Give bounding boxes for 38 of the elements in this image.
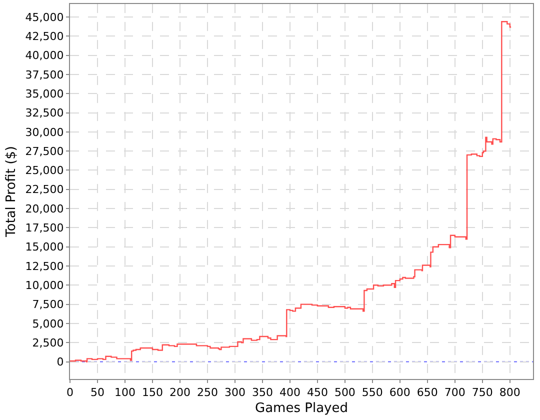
y-tick-label: 25,000 xyxy=(25,164,64,178)
x-tick-label: 200 xyxy=(169,386,190,400)
y-tick-label: 42,500 xyxy=(25,30,64,44)
x-tick-label: 600 xyxy=(389,386,410,400)
x-tick-label: 250 xyxy=(196,386,218,400)
y-tick-label: 7,500 xyxy=(32,298,64,312)
x-tick-label: 550 xyxy=(362,386,383,400)
x-tick-label: 450 xyxy=(306,386,328,400)
x-tick-label: 300 xyxy=(224,386,246,400)
y-tick-label: 27,500 xyxy=(25,144,64,158)
y-tick-label: 20,000 xyxy=(25,202,64,216)
y-tick-label: 30,000 xyxy=(25,126,64,139)
x-axis-title: Games Played xyxy=(255,400,348,416)
y-tick-label: 2,500 xyxy=(32,336,64,350)
x-tick-label: 700 xyxy=(444,386,466,400)
x-tick-label: 750 xyxy=(472,386,493,400)
y-axis-title: Total Profit ($) xyxy=(4,146,20,238)
x-tick-label: 500 xyxy=(334,386,356,400)
y-tick-label: 32,500 xyxy=(25,106,64,120)
y-tick-label: 22,500 xyxy=(25,183,64,196)
x-tick-label: 0 xyxy=(66,386,74,400)
y-tick-label: 15,000 xyxy=(25,240,64,254)
y-tick-label: 40,000 xyxy=(25,49,64,62)
y-tick-label: 17,500 xyxy=(25,222,64,235)
y-tick-label: 37,500 xyxy=(25,68,64,82)
y-tick-label: 35,000 xyxy=(25,87,64,100)
y-tick-label: 45,000 xyxy=(25,10,64,24)
y-tick-label: 12,500 xyxy=(25,260,64,273)
x-tick-label: 350 xyxy=(252,386,273,400)
x-tick-label: 100 xyxy=(114,386,136,400)
x-tick-label: 650 xyxy=(416,386,438,400)
y-tick-label: 5,000 xyxy=(32,317,64,330)
x-tick-label: 800 xyxy=(499,386,520,400)
y-tick-label: 10,000 xyxy=(25,279,64,292)
x-tick-label: 150 xyxy=(142,386,163,400)
y-tick-label: 0 xyxy=(56,356,64,369)
x-tick-label: 50 xyxy=(90,386,104,400)
x-tick-label: 400 xyxy=(279,386,300,400)
